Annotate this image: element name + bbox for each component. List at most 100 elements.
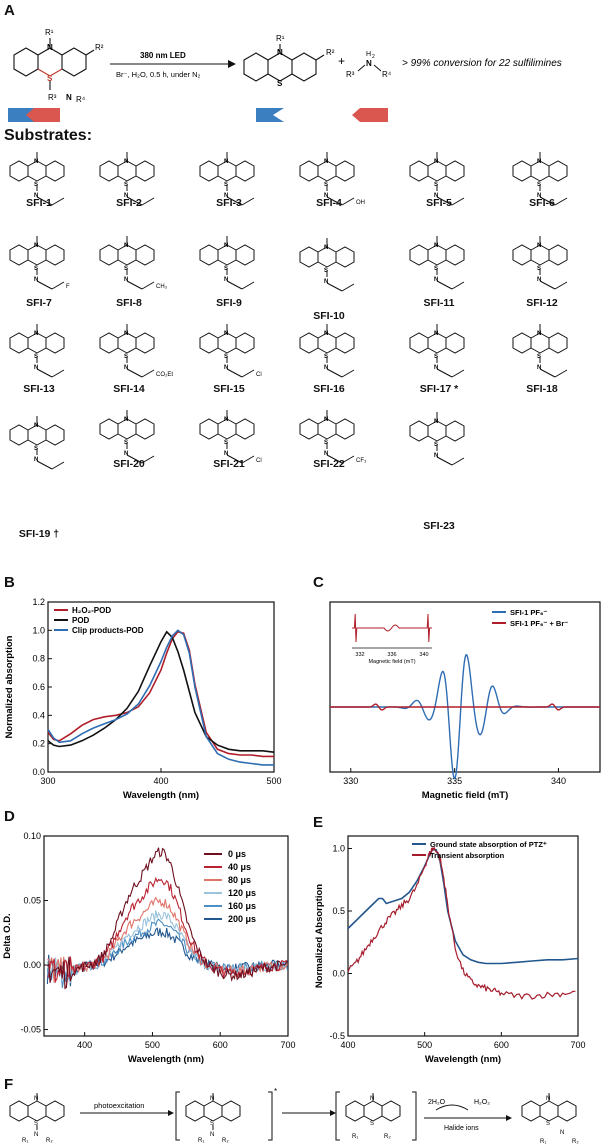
svg-text:N: N [224,193,228,199]
blue-tag-product [256,108,284,122]
svg-text:S: S [224,182,228,188]
svg-text:S: S [47,74,53,83]
svg-text:S: S [537,182,541,188]
svg-text:S: S [546,1121,550,1127]
y-tick-label: -0.05 [20,1025,41,1035]
label-sfi-4: SFI-4 [316,197,342,209]
label-sfi-1: SFI-1 [26,197,52,209]
chart-d: 400 500 600 700 -0.05 0.00 0.05 0.10 Wavelength … [2,831,296,1065]
y-tick-label: 0.4 [32,710,45,720]
chart-b: 300 400 500 0.0 0.2 0.4 0.6 0.8 1.0 1.2 Wavelength… [4,597,282,801]
svg-text:N: N [34,457,38,463]
series-line [330,654,600,780]
legend-entry: 0 μs [228,849,246,859]
svg-text:N: N [434,453,438,459]
legend-entry: 80 μs [228,875,251,885]
structure-sfi-23: NSN [409,412,465,466]
conversion-result: > 99% conversion for 22 sulfilimines [402,58,562,69]
svg-text:N: N [224,331,228,337]
svg-text:R₁: R₁ [352,1134,358,1140]
plot-frame [329,601,601,773]
label-sfi-5: SFI-5 [426,197,452,209]
svg-text:N: N [434,277,438,283]
series-line [47,630,275,753]
svg-text:N: N [124,193,128,199]
inset-tick-label: 332 [355,652,364,658]
x-tick-label: 700 [570,1040,585,1050]
legend-entry: SFI-1 PF₆⁻ + Br⁻ [510,619,568,628]
legend-entry: Ground state absorption of PTZ⁺ [430,840,547,849]
svg-text:N: N [224,365,228,371]
svg-text:F: F [66,284,70,290]
svg-text:N: N [537,331,541,337]
svg-text:N: N [34,1096,38,1102]
panel-label-a: A [4,2,15,19]
svg-text:S: S [537,266,541,272]
structure-sfi-20: NSN [99,410,155,464]
svg-text:N: N [324,159,328,165]
svg-text:N: N [324,331,328,337]
structure-sfi-2: NSN [99,152,155,206]
svg-text:N: N [324,417,328,423]
x-tick-label: 700 [280,1040,295,1050]
svg-text:R¹: R¹ [276,34,285,43]
y-axis-label: Normalized absorption [4,635,15,738]
svg-text:N: N [434,331,438,337]
label-sfi-7: SFI-7 [26,297,52,309]
label-sfi-14: SFI-14 [113,383,145,395]
svg-text:S: S [277,79,283,88]
svg-text:N: N [124,331,128,337]
legend-entry: Clip products-POD [72,626,144,635]
label-sfi-22: SFI-22 [313,458,345,470]
svg-text:S: S [224,440,228,446]
structure-sfi-18: NSN [512,324,568,378]
r1-label: R¹ [45,28,54,37]
svg-text:S: S [34,1121,38,1127]
y-axis-label: Normalized Absorption [314,884,325,988]
label-sfi-16: SFI-16 [313,383,345,395]
series-line [347,849,579,965]
svg-text:S: S [124,266,128,272]
svg-text:N: N [34,277,38,283]
legend-entry: 160 μs [228,901,256,911]
svg-text:N: N [434,243,438,249]
svg-text:N: N [537,243,541,249]
svg-text:R₂: R₂ [46,1138,53,1144]
x-axis-label: Wavelength (nm) [123,790,199,801]
svg-text:S: S [210,1121,214,1127]
legend-entry: Transient absorption [430,851,505,860]
y-tick-label: 0.6 [32,682,45,692]
svg-text:S: S [124,354,128,360]
label-sfi-10: SFI-10 [313,310,345,322]
svg-text:N: N [124,243,128,249]
svg-text:N: N [34,193,38,199]
structure-sfi-17: NSN [409,324,465,378]
label-sfi-21: SFI-21 [213,458,245,470]
svg-text:N: N [34,1132,38,1138]
svg-text:S: S [434,354,438,360]
structure-sfi-13: NSN [9,324,65,378]
structure-sfi-1: NSN [9,152,65,206]
r2-label: R² [95,43,104,52]
structure-sfi-3: NSN [199,152,255,206]
svg-text:R³: R³ [346,70,355,79]
svg-text:R₁: R₁ [22,1138,28,1144]
panel-label-c: C [313,574,324,591]
svg-text:N: N [224,243,228,249]
svg-text:CH₃: CH₃ [156,284,168,290]
svg-text:N: N [434,419,438,425]
svg-text:CO₂Et: CO₂Et [156,372,173,378]
water-label: 2H₂O [428,1099,446,1106]
svg-text:N: N [277,48,283,57]
x-tick-label: 300 [40,776,55,786]
svg-text:N: N [224,159,228,165]
svg-text:S: S [324,440,328,446]
svg-text:N: N [47,43,53,52]
inset-tick-label: 340 [419,652,428,658]
structure-sfi-12: NSN [512,236,568,290]
svg-text:S: S [370,1121,374,1127]
inset-axis-label: Magnetic field (mT) [368,659,415,665]
